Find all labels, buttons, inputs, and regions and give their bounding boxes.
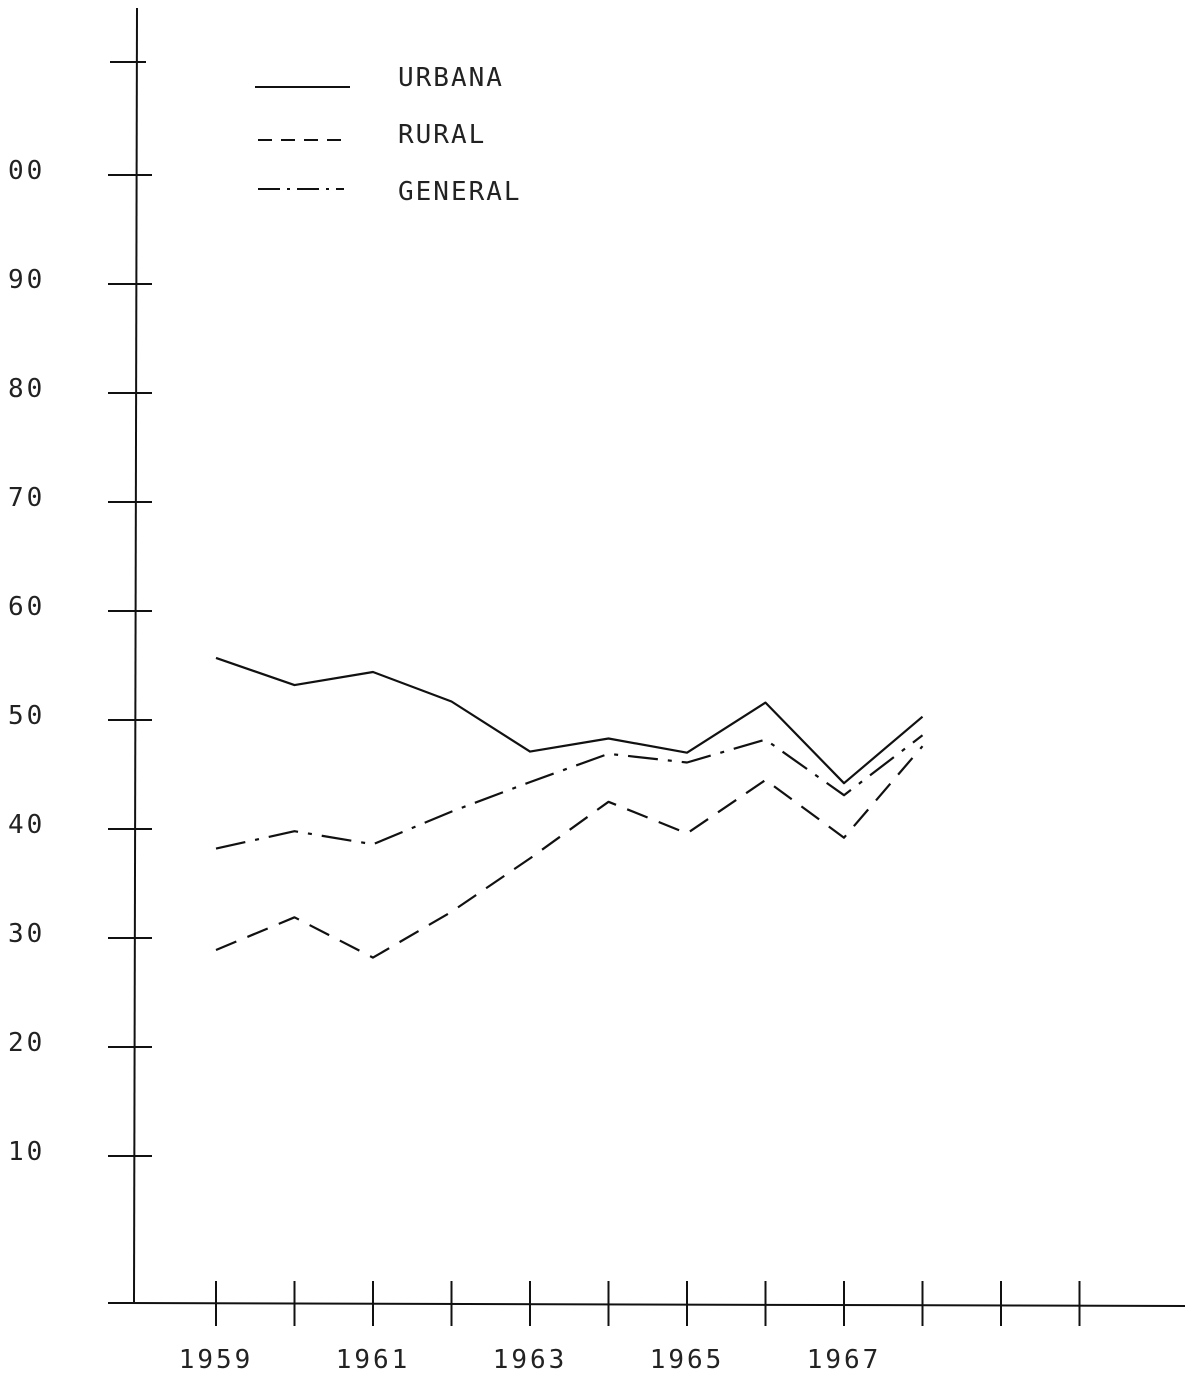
- legend-label-urbana: URBANA: [398, 63, 504, 93]
- legend-label-general: GENERAL: [398, 177, 522, 207]
- x-tick-label-1961: 1961: [336, 1345, 411, 1374]
- y-tick-label-30: 30: [8, 919, 45, 949]
- y-tick-label-40: 40: [8, 810, 45, 840]
- legend: URBANA RURAL GENERAL: [255, 63, 522, 207]
- legend-label-rural: RURAL: [398, 120, 486, 150]
- x-tick-label-1963: 1963: [493, 1345, 568, 1374]
- y-tick-label-10: 10: [8, 1137, 45, 1167]
- y-tick-label-80: 80: [8, 374, 45, 404]
- y-tick-label-50: 50: [8, 701, 45, 731]
- x-tick-label-1965: 1965: [650, 1345, 725, 1374]
- x-tick-label-1967: 1967: [807, 1345, 882, 1374]
- x-axis-line: [107, 1302, 1186, 1307]
- x-tick-label-1959: 1959: [179, 1345, 254, 1374]
- y-tick-label-20: 20: [8, 1028, 45, 1058]
- axes: [107, 7, 1186, 1307]
- series-line-general: [215, 734, 924, 850]
- y-tick-label-70: 70: [8, 483, 45, 513]
- y-tick-label-90: 90: [8, 265, 45, 295]
- y-tick-label-60: 60: [8, 592, 45, 622]
- x-ticks: 1959 1961 1963 1965 1967: [179, 1281, 1081, 1374]
- y-axis-line: [133, 7, 138, 1303]
- y-ticks: 10 20 30 40 50 60 70 80 90 00: [8, 61, 152, 1167]
- series-layer: [215, 656, 924, 959]
- series-line-urbana: [215, 656, 924, 785]
- series-line-rural: [215, 745, 924, 959]
- y-tick-label-00: 00: [8, 156, 45, 186]
